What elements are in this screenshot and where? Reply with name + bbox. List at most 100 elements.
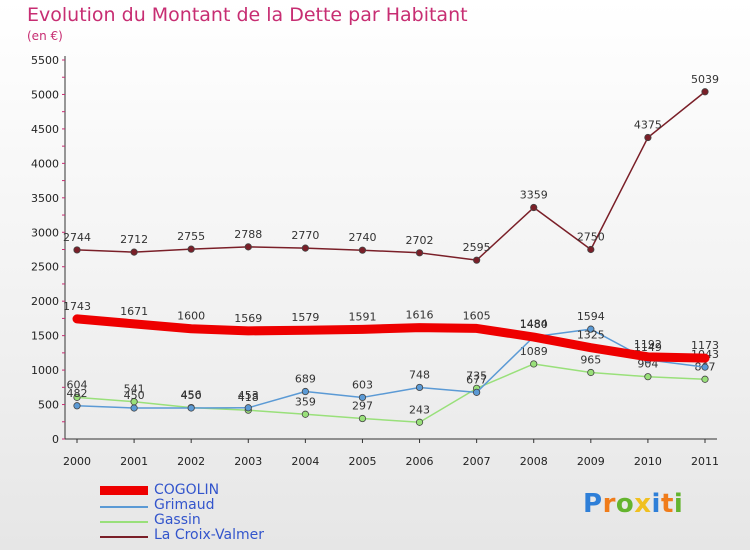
data-label-la-croix-valmer: 2712 xyxy=(120,233,148,246)
data-label-cogolin: 1579 xyxy=(291,311,319,324)
data-label-cogolin: 1591 xyxy=(348,310,376,323)
data-point-grimaud xyxy=(358,393,367,402)
data-label-cogolin: 1743 xyxy=(63,300,91,313)
data-label-la-croix-valmer: 2750 xyxy=(577,231,605,244)
data-point-gassin xyxy=(301,410,309,418)
logo-letter: r xyxy=(602,489,616,519)
x-tick-label: 2010 xyxy=(634,455,662,468)
x-tick-label: 2011 xyxy=(691,455,719,468)
data-label-gassin: 604 xyxy=(67,378,88,391)
data-label-la-croix-valmer: 2595 xyxy=(463,241,491,254)
data-label-cogolin: 1605 xyxy=(463,309,491,322)
logo-letter: x xyxy=(634,489,652,519)
legend-label: La Croix-Valmer xyxy=(154,527,264,543)
data-label-grimaud: 689 xyxy=(295,373,316,386)
data-label-la-croix-valmer: 4375 xyxy=(634,119,662,132)
data-point-la-croix-valmer xyxy=(187,245,195,253)
data-label-la-croix-valmer: 3359 xyxy=(520,189,548,202)
data-label-cogolin: 1569 xyxy=(234,312,262,325)
data-label-la-croix-valmer: 2744 xyxy=(63,231,91,244)
legend-label: Grimaud xyxy=(154,497,215,513)
y-tick-label: 4000 xyxy=(31,157,59,170)
data-label-gassin: 418 xyxy=(238,391,259,404)
legend-swatch xyxy=(100,520,148,523)
data-label-cogolin: 1616 xyxy=(406,309,434,322)
line-chart: 0 500 1000 1500 2000 2500 3000 3500 4000 4500 5000… xyxy=(31,54,719,468)
data-label-grimaud: 603 xyxy=(352,378,373,391)
y-tick-label: 0 xyxy=(52,433,59,446)
data-point-grimaud xyxy=(415,383,424,392)
data-label-gassin: 1089 xyxy=(520,345,548,358)
data-point-la-croix-valmer xyxy=(301,244,309,252)
proxiti-logo: Proxiti xyxy=(583,489,683,519)
y-tick-label: 3000 xyxy=(31,226,59,239)
data-label-la-croix-valmer: 2702 xyxy=(406,234,434,247)
y-tick-label: 500 xyxy=(38,399,59,412)
data-point-grimaud xyxy=(301,387,309,396)
data-label-cogolin: 1600 xyxy=(177,310,205,323)
y-tick-label: 4500 xyxy=(31,123,59,136)
data-label-gassin: 456 xyxy=(181,389,202,402)
legend-swatch xyxy=(100,485,148,495)
data-point-la-croix-valmer xyxy=(358,246,367,254)
data-point-gassin xyxy=(701,375,709,383)
y-tick-label: 1000 xyxy=(31,364,59,377)
series-line-grimaud xyxy=(76,328,706,409)
legend-swatch xyxy=(100,535,148,538)
data-label-gassin: 243 xyxy=(409,403,430,416)
chart-subtitle: (en €) xyxy=(27,29,63,43)
data-point-la-croix-valmer xyxy=(244,243,252,251)
data-label-gassin: 965 xyxy=(580,354,601,367)
series-line-la-croix-valmer xyxy=(76,91,706,261)
x-tick-label: 2002 xyxy=(177,455,205,468)
data-label-la-croix-valmer: 5039 xyxy=(691,73,719,86)
data-label-grimaud: 450 xyxy=(124,389,145,402)
data-point-la-croix-valmer xyxy=(701,88,709,96)
data-point-gassin xyxy=(415,418,424,426)
logo-letter: P xyxy=(583,489,603,519)
y-tick-label: 3500 xyxy=(31,192,59,205)
data-point-la-croix-valmer xyxy=(530,203,538,212)
x-tick-label: 2007 xyxy=(463,455,491,468)
logo-letter: o xyxy=(615,489,635,519)
data-label-grimaud: 748 xyxy=(409,368,430,381)
series-line-cogolin xyxy=(72,314,710,363)
data-label-grimaud: 450 xyxy=(181,389,202,402)
data-label-grimaud: 1149 xyxy=(634,341,662,354)
data-label-grimaud: 677 xyxy=(466,373,487,386)
legend-label: Gassin xyxy=(154,512,201,528)
data-point-grimaud xyxy=(244,404,252,412)
y-tick-label: 2500 xyxy=(31,261,59,274)
data-label-gassin: 297 xyxy=(352,400,373,413)
data-point-grimaud xyxy=(473,388,481,396)
data-point-grimaud xyxy=(130,404,138,412)
logo-letter: t xyxy=(660,489,674,519)
data-label-la-croix-valmer: 2740 xyxy=(348,231,376,244)
legend-swatch xyxy=(100,505,148,508)
data-point-gassin xyxy=(587,368,595,377)
data-point-grimaud xyxy=(73,402,81,410)
legend-label: COGOLIN xyxy=(154,482,220,498)
data-label-cogolin: 1173 xyxy=(691,339,719,352)
series-line-gassin xyxy=(76,363,706,424)
data-point-la-croix-valmer xyxy=(130,248,138,256)
data-label-grimaud: 482 xyxy=(67,387,88,400)
y-tick-label: 5500 xyxy=(31,54,59,67)
logo-letter: i xyxy=(673,489,684,519)
y-tick-label: 1500 xyxy=(31,330,59,343)
data-point-gassin xyxy=(530,360,538,368)
data-point-la-croix-valmer xyxy=(415,249,424,257)
data-point-grimaud xyxy=(701,363,709,371)
data-label-cogolin: 1192 xyxy=(634,338,662,351)
data-label-gassin: 541 xyxy=(124,383,145,396)
data-point-gassin xyxy=(73,393,81,401)
data-point-gassin xyxy=(644,373,652,381)
data-label-la-croix-valmer: 2788 xyxy=(234,228,262,241)
data-label-cogolin: 1480 xyxy=(520,318,548,331)
data-label-grimaud: 453 xyxy=(238,389,259,402)
x-tick-label: 2005 xyxy=(348,455,376,468)
y-tick-label: 5000 xyxy=(31,88,59,101)
data-label-grimaud: 1594 xyxy=(577,310,605,323)
data-label-grimaud: 1484 xyxy=(520,318,548,331)
data-point-la-croix-valmer xyxy=(473,256,481,264)
